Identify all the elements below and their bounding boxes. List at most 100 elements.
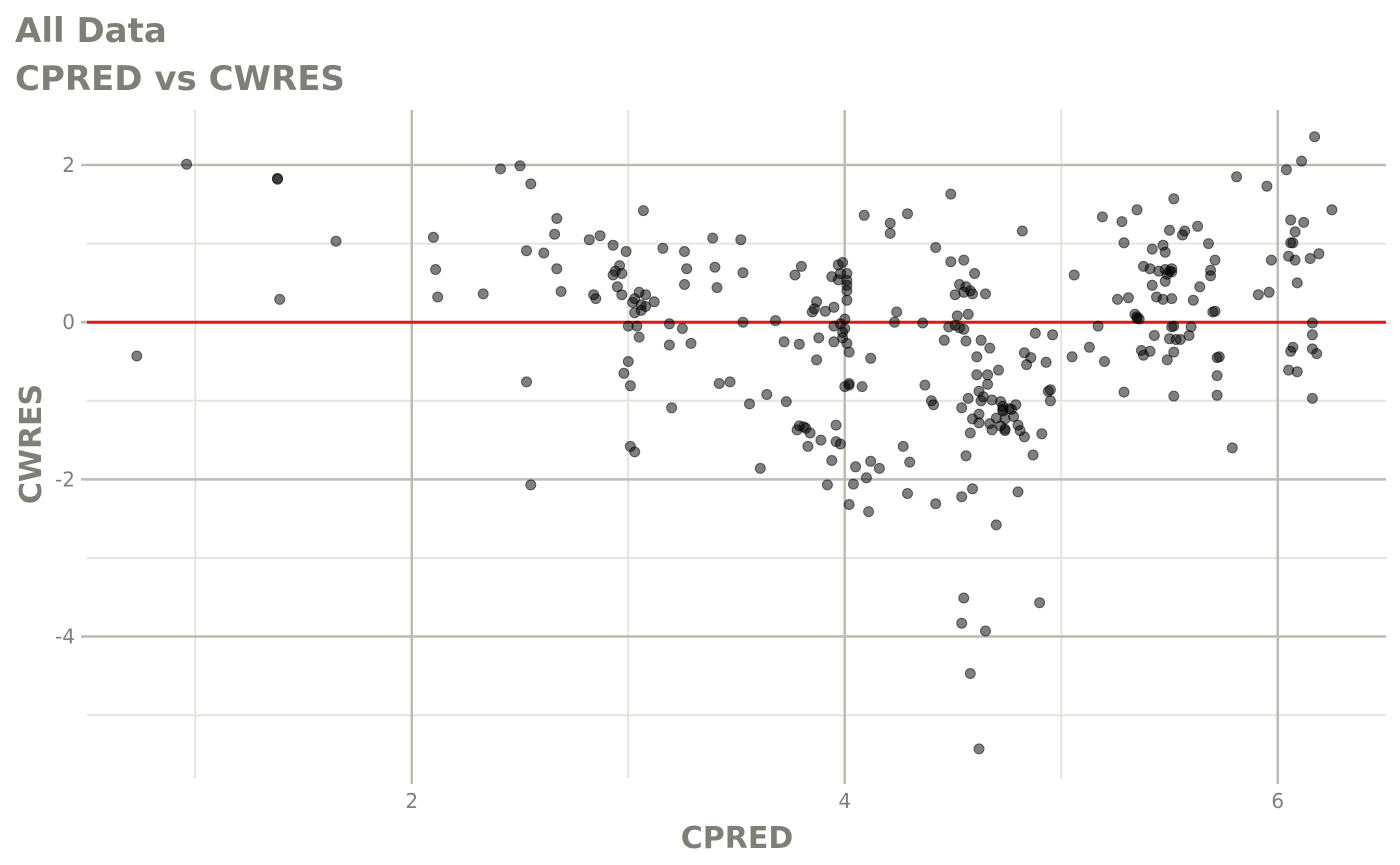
data-point — [884, 217, 896, 229]
data-point — [928, 399, 939, 411]
data-point — [622, 356, 634, 367]
data-point — [841, 294, 853, 306]
data-point — [724, 376, 736, 388]
data-point — [843, 499, 855, 510]
data-point — [1040, 356, 1052, 368]
data-point — [1291, 277, 1303, 289]
data-point — [945, 188, 957, 200]
data-point — [1265, 254, 1277, 266]
major-gridlines — [87, 110, 1386, 778]
y-tick-label: 0 — [62, 310, 75, 334]
data-point — [967, 483, 978, 495]
data-point — [919, 379, 931, 391]
data-point — [770, 315, 781, 327]
data-point — [1168, 390, 1180, 402]
data-point — [1280, 164, 1292, 176]
data-point — [813, 332, 825, 344]
data-point — [737, 316, 749, 328]
data-point — [863, 506, 875, 518]
data-point — [873, 462, 885, 474]
data-point — [1209, 305, 1221, 317]
data-point — [999, 423, 1011, 435]
data-point — [1112, 293, 1123, 305]
data-point — [754, 462, 766, 474]
data-point — [856, 381, 868, 393]
data-point — [902, 208, 913, 220]
data-point — [811, 296, 823, 308]
data-point — [804, 427, 816, 439]
data-point — [980, 288, 991, 300]
data-point — [1133, 313, 1145, 325]
data-point — [1205, 270, 1217, 282]
data-point — [902, 488, 913, 499]
data-point — [982, 369, 994, 381]
data-point — [432, 291, 444, 303]
data-point — [841, 279, 853, 291]
data-point — [1192, 220, 1204, 232]
data-point — [821, 479, 833, 491]
data-point — [843, 346, 855, 358]
data-point — [1036, 428, 1048, 440]
data-point — [549, 228, 561, 240]
data-point — [590, 293, 602, 305]
data-point — [795, 260, 807, 272]
data-point — [1313, 248, 1325, 260]
data-point — [811, 354, 823, 366]
data-point — [843, 379, 855, 391]
data-point — [616, 268, 628, 279]
data-point — [1016, 225, 1028, 237]
data-point — [930, 498, 942, 510]
data-point — [1068, 269, 1080, 281]
data-point — [841, 268, 853, 279]
data-point — [607, 239, 619, 251]
data-point — [1306, 317, 1318, 329]
data-point — [834, 438, 846, 450]
data-point — [1148, 330, 1160, 341]
data-point — [847, 478, 859, 490]
data-point — [624, 380, 636, 392]
data-point — [1213, 351, 1225, 363]
data-point — [272, 173, 283, 185]
data-point — [633, 331, 645, 343]
data-point — [1044, 384, 1056, 396]
data-point — [1185, 321, 1197, 333]
data-point — [826, 455, 838, 466]
y-axis-ticks: -4 -2 0 2 — [55, 153, 87, 649]
data-point — [679, 246, 690, 257]
data-point — [495, 163, 506, 175]
data-point — [631, 320, 643, 332]
data-point — [1168, 193, 1180, 205]
data-point — [962, 308, 974, 320]
x-axis-ticks: 2 4 6 — [405, 778, 1284, 813]
data-point — [1092, 320, 1104, 332]
data-point — [1168, 320, 1180, 332]
data-point — [956, 617, 968, 629]
data-point — [793, 338, 805, 350]
data-point — [1296, 155, 1308, 167]
data-point — [1029, 327, 1041, 339]
data-point — [967, 288, 978, 300]
data-point — [1034, 597, 1046, 609]
data-point — [884, 227, 896, 239]
data-point — [521, 245, 532, 257]
data-point — [1287, 341, 1299, 353]
data-point — [1131, 204, 1143, 216]
data-point — [1285, 214, 1297, 226]
data-point — [685, 337, 697, 349]
data-point — [973, 408, 985, 420]
data-point — [1287, 237, 1299, 249]
data-point — [1261, 180, 1273, 192]
data-point — [551, 213, 563, 224]
data-point — [891, 306, 903, 318]
data-point — [1194, 281, 1206, 293]
data-point — [975, 334, 987, 346]
y-axis-title: CWRES — [14, 384, 49, 504]
data-point — [637, 205, 649, 217]
x-axis-title: CPRED — [681, 821, 794, 856]
data-point — [1044, 395, 1056, 407]
data-point — [865, 352, 877, 364]
data-point — [620, 246, 632, 257]
x-tick-label: 6 — [1271, 789, 1284, 813]
data-point — [789, 269, 801, 281]
